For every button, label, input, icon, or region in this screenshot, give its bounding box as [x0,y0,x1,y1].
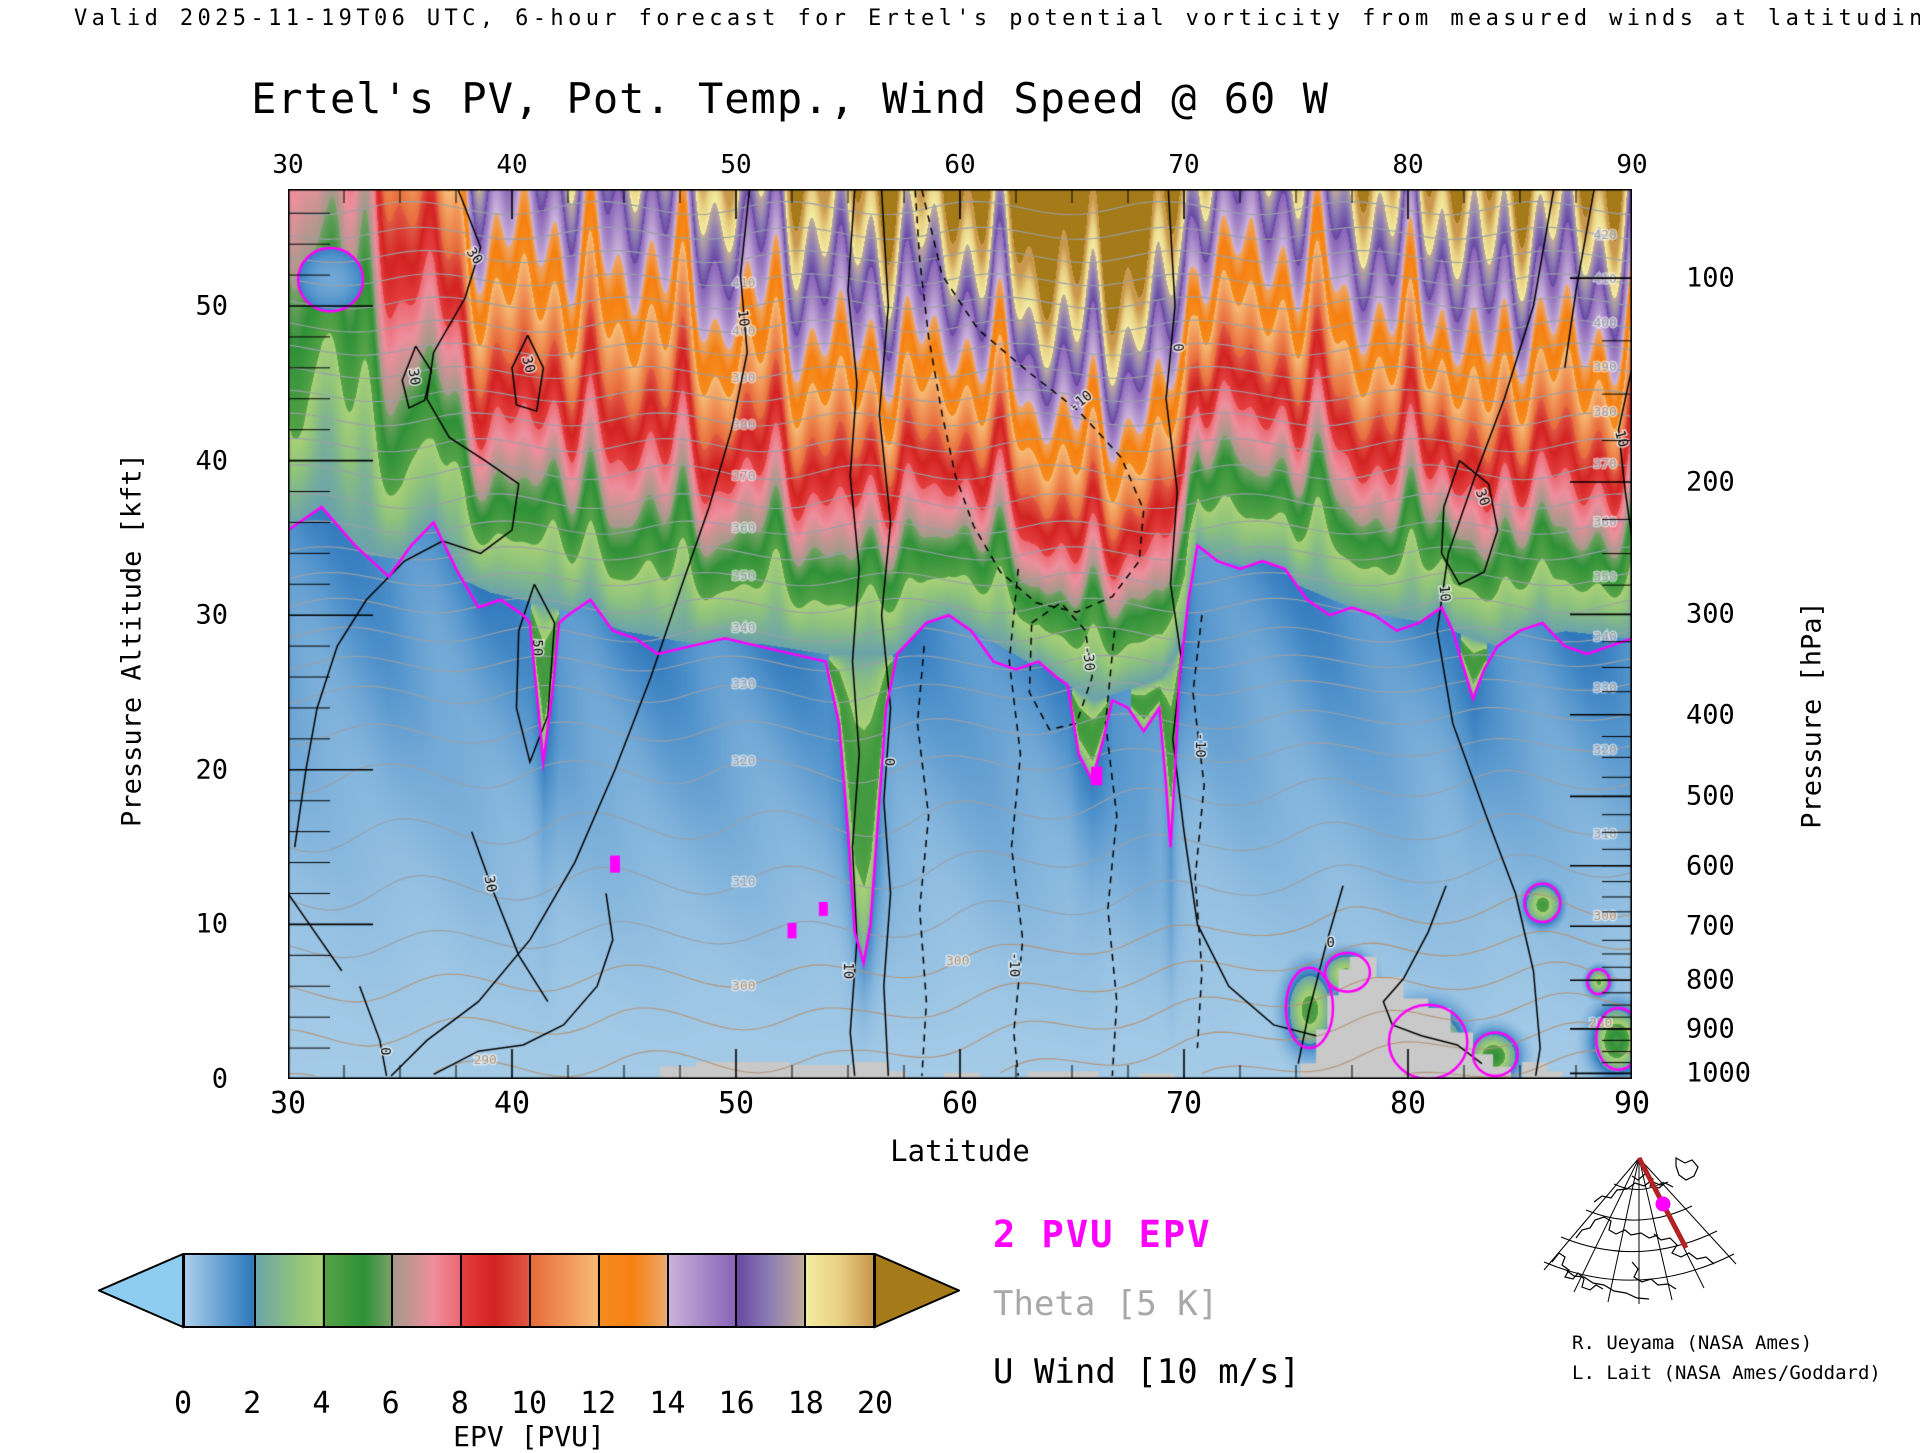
colorbar-divider [735,1255,738,1326]
tick-label: 0 [211,1063,228,1095]
colorbar-gradient [183,1253,875,1328]
tick-label: 30 [195,599,228,631]
colorbar-divider [322,1255,325,1326]
tick-label: 200 [1686,466,1735,498]
tick-label: 30 [272,150,304,180]
tick-label: 40 [195,445,228,477]
colorbar-tick-label: 18 [787,1386,824,1421]
colorbar-tick-label: 4 [312,1386,331,1421]
tick-label: 50 [195,290,228,322]
tick-label: 70 [1168,150,1200,180]
colorbar-tick-label: 2 [243,1386,262,1421]
tick-label: 1000 [1686,1057,1752,1089]
colorbar-tick-label: 10 [510,1386,548,1421]
tick-label: 50 [717,1086,755,1121]
inset-graticule [1543,1157,1737,1304]
tick-label: 50 [720,150,752,180]
colorbar-tick-label: 20 [856,1386,894,1421]
colorbar-tick-label: 12 [580,1386,617,1421]
colorbar [96,1252,962,1331]
page-title: Ertel's PV, Pot. Temp., Wind Speed @ 60 … [251,74,1329,123]
colorbar-tick-label: 8 [450,1386,469,1421]
tick-label: 10 [195,908,228,940]
tick-label: 800 [1686,964,1735,996]
tick-label: 60 [941,1086,979,1121]
tick-label: 300 [1686,598,1735,630]
colorbar-divider [804,1255,807,1326]
colorbar-divider [529,1255,531,1326]
legend-u-wind: U Wind [10 m/s] [993,1352,1301,1392]
tick-label: 40 [493,1086,531,1121]
inset-coastlines [1551,1156,1715,1300]
colorbar-low-arrow [96,1252,184,1329]
legend-2pvu-epv: 2 PVU EPV [993,1213,1212,1256]
tick-label: 40 [496,150,528,180]
tick-label: 20 [195,754,228,786]
x-axis-title: Latitude [890,1134,1030,1168]
colorbar-divider [253,1255,256,1326]
colorbar-tick-label: 14 [649,1386,686,1421]
tick-label: 600 [1686,850,1735,882]
tick-label: 100 [1686,262,1735,294]
colorbar-tick-label: 0 [173,1386,193,1421]
tick-label: 80 [1389,1086,1427,1121]
colorbar-divider [460,1255,463,1326]
tick-label: 900 [1686,1013,1735,1045]
colorbar-label: EPV [PVU] [453,1420,605,1453]
tick-label: 400 [1686,699,1735,731]
colorbar-divider [666,1255,669,1326]
colorbar-high-arrow [874,1252,962,1329]
colorbar-tick-label: 6 [381,1386,400,1421]
inset-marker [1655,1196,1671,1212]
right-axis-title: Pressure [hPa] [1796,601,1828,829]
tick-label: 90 [1613,1086,1651,1121]
tick-label: 80 [1392,150,1424,180]
colorbar-tick-label: 16 [718,1386,755,1421]
colorbar-divider [597,1255,600,1326]
tick-label: 30 [269,1086,307,1121]
inset-map [1536,1142,1746,1307]
legend-theta: Theta [5 K] [993,1284,1219,1324]
colorbar-divider [391,1255,394,1326]
tick-label: 500 [1686,780,1735,812]
tick-label: 70 [1165,1086,1203,1121]
header-valid-time: Valid 2025-11-19T06 UTC, 6-hour forecast… [74,6,1920,31]
cross-section-canvas [288,189,1632,1079]
tick-label: 60 [944,150,976,180]
tick-label: 700 [1686,910,1735,942]
tick-label: 90 [1616,150,1648,180]
credit-line-1: R. Ueyama (NASA Ames) [1572,1332,1813,1354]
credit-line-2: L. Lait (NASA Ames/Goddard) [1572,1362,1881,1384]
left-axis-title: Pressure Altitude [kft] [116,453,148,827]
